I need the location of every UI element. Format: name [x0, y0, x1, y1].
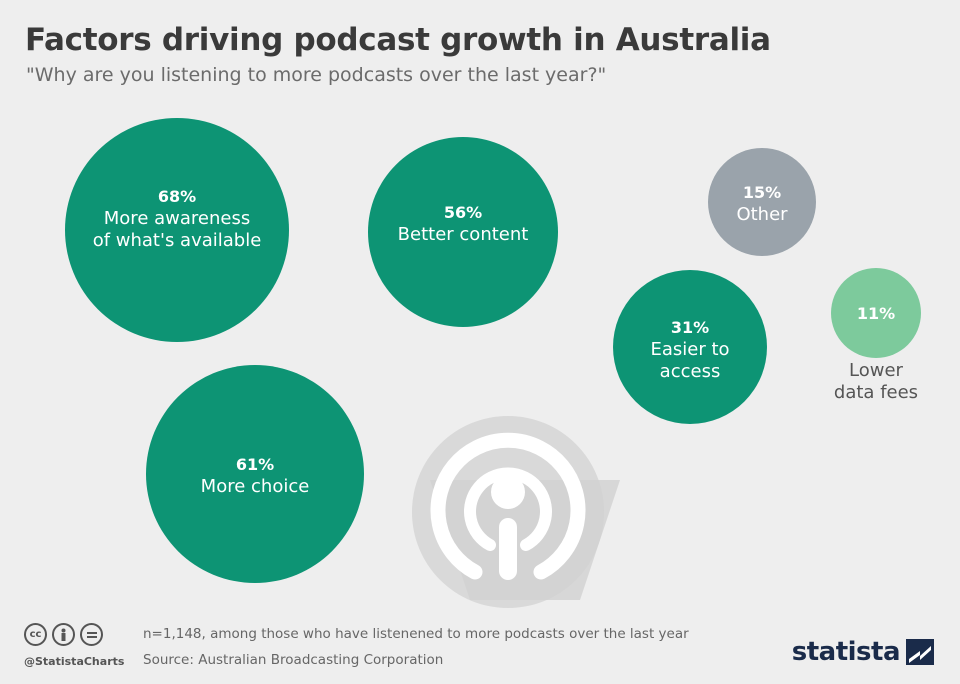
- bubble-category-label: Other: [736, 204, 788, 225]
- bubble-value-label: 56%: [444, 203, 482, 222]
- cc-icon: cc: [24, 623, 47, 646]
- bubble-circle: [831, 268, 921, 358]
- bubble-5: 61% More choice: [146, 365, 364, 583]
- source-note: Source: Australian Broadcasting Corporat…: [143, 652, 444, 668]
- person-icon: [52, 623, 75, 646]
- bubble-category-label: Lower: [849, 360, 904, 381]
- bubble-value-label: 68%: [158, 187, 196, 206]
- bubble-category-label: More choice: [201, 476, 310, 497]
- statista-handle: @StatistaCharts: [24, 655, 125, 668]
- bubble-value-label: 15%: [743, 183, 781, 202]
- bubble-value-label: 31%: [671, 318, 709, 337]
- statista-wordmark: statista: [791, 637, 901, 667]
- bubble-category-label: of what's available: [93, 230, 262, 251]
- bubble-circle: [613, 270, 767, 424]
- bubble-category-label: access: [660, 361, 721, 382]
- bubble-circle: [65, 118, 289, 342]
- bubble-category-label: Easier to: [650, 339, 729, 360]
- bubble-circle: [708, 148, 816, 256]
- statista-logo: statista: [792, 637, 934, 667]
- statista-logo-icon: [906, 639, 934, 665]
- license-icons: cc: [24, 623, 103, 646]
- bubble-value-label: 11%: [857, 304, 895, 323]
- chart-subtitle: "Why are you listening to more podcasts …: [26, 64, 607, 86]
- bubble-circle: [146, 365, 364, 583]
- bubble-1: 56% Better content: [368, 137, 558, 327]
- sample-note: n=1,148, among those who have listenened…: [143, 626, 689, 642]
- bubble-circle: [368, 137, 558, 327]
- bubble-value-label: 61%: [236, 455, 274, 474]
- podcast-icon: [412, 416, 620, 608]
- bubble-category-label: data fees: [834, 382, 918, 403]
- bubble-2: 15% Other: [708, 148, 816, 256]
- bubble-category-label: More awareness: [104, 208, 250, 229]
- chart-title: Factors driving podcast growth in Austra…: [25, 22, 771, 58]
- equals-icon: [80, 623, 103, 646]
- bubble-category-label: Better content: [398, 224, 529, 245]
